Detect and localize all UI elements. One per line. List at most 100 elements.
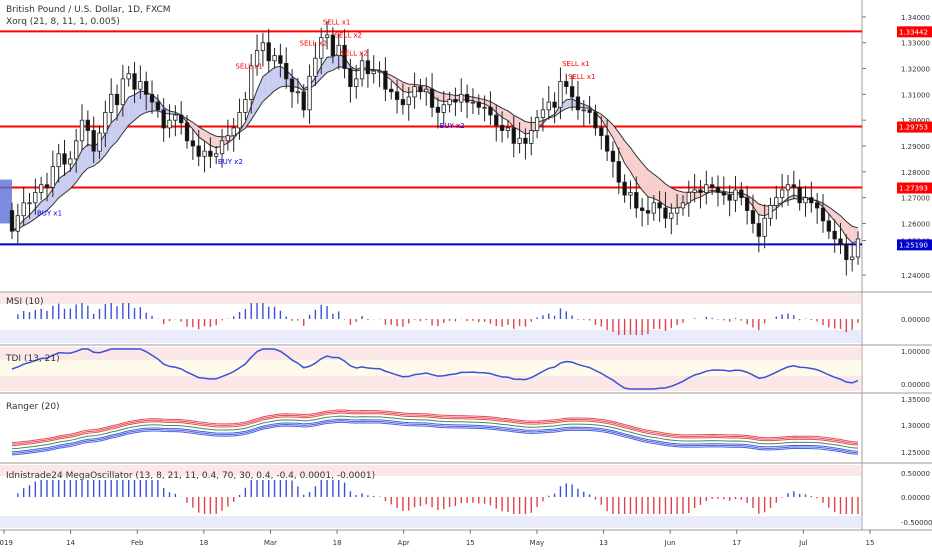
candle-body — [301, 91, 306, 111]
signal-label: SELL x1 — [323, 19, 351, 27]
price-tick-label: 1.27000 — [901, 195, 930, 203]
candle-body — [412, 86, 417, 98]
msi-oversold-band — [0, 330, 862, 343]
candle-body — [744, 197, 750, 211]
price-tick-label: 1.24000 — [901, 272, 930, 280]
candle-body — [803, 197, 808, 204]
candle-body — [622, 181, 627, 196]
candle-body — [342, 44, 347, 69]
candle-body — [680, 202, 686, 209]
candle-body — [383, 70, 388, 90]
price-tick-label: 1.29000 — [901, 143, 930, 151]
candle-body — [365, 60, 371, 75]
candle-body — [202, 150, 207, 157]
indicator-tick-label: 0.50000 — [901, 470, 930, 478]
xorq-cloud-segment — [58, 174, 65, 198]
candle-body — [709, 184, 715, 188]
candle-body — [237, 112, 242, 129]
signal-label: SELL x2 — [300, 39, 328, 47]
xorq-cloud-segment — [647, 169, 654, 199]
candle-body — [785, 184, 791, 191]
xorq-cloud-segment — [653, 174, 660, 202]
xorq-cloud-segment — [122, 97, 129, 133]
ranger-line — [11, 421, 859, 456]
xorq-cloud-segment — [822, 203, 829, 214]
candle-body — [377, 70, 382, 73]
candle-body — [529, 130, 534, 144]
candle-body — [219, 140, 225, 155]
candle-body — [651, 202, 656, 214]
time-tick-label: May — [530, 539, 544, 547]
xorq-cloud-segment — [262, 72, 269, 102]
candle-body — [855, 238, 861, 258]
candle-body — [184, 122, 190, 142]
level-price-label: 1.29753 — [899, 124, 928, 132]
candle-body — [704, 184, 709, 193]
candle-body — [639, 207, 645, 211]
time-tick-label: 13 — [599, 539, 608, 547]
candle-body — [599, 127, 604, 137]
level-price-label: 1.27393 — [899, 184, 928, 192]
signal-label: SELL x2 — [340, 50, 368, 58]
candle-body — [21, 202, 26, 217]
candle-body — [505, 127, 511, 131]
candle-body — [774, 197, 779, 206]
tdi-upper-band — [0, 347, 862, 360]
candle-body — [820, 207, 826, 222]
indicator-tick-label: 0.00000 — [901, 381, 930, 389]
candle-body — [359, 60, 365, 80]
signal-label: BUY x1 — [37, 210, 62, 218]
candle-body — [435, 106, 441, 113]
candle-body — [208, 150, 213, 157]
candle-body — [815, 202, 820, 209]
price-tick-label: 1.28000 — [901, 169, 930, 177]
candle-body — [161, 109, 166, 129]
candle-body — [173, 114, 178, 121]
time-tick-label: 2019 — [0, 539, 13, 547]
level-price-badge — [897, 26, 932, 38]
candle-body — [39, 184, 44, 193]
candle-body — [686, 192, 691, 204]
level-price-badge — [897, 121, 932, 133]
xorq-cloud-segment — [659, 178, 666, 207]
candle-body — [9, 210, 15, 232]
xorq-cloud-segment — [437, 91, 444, 102]
candle-body — [768, 204, 773, 219]
candle-body — [418, 86, 423, 93]
xorq-cloud-segment — [601, 114, 608, 129]
indicator-tick-label: -0.50000 — [901, 519, 932, 527]
price-tick-label: 1.26000 — [901, 220, 930, 228]
candle-body — [610, 150, 616, 162]
xorq-cloud-segment — [624, 140, 631, 172]
signal-label: SELL x2 — [335, 32, 363, 40]
candle-body — [476, 101, 481, 108]
xorq-cloud-segment — [257, 76, 263, 111]
candle-body — [114, 93, 120, 106]
xorq-cloud-segment — [64, 170, 71, 194]
xorq-cloud-segment — [846, 221, 853, 243]
candle-body — [715, 186, 721, 193]
candle-body — [727, 194, 732, 201]
xorq-cloud-segment — [187, 118, 193, 130]
time-tick-label: Feb — [131, 539, 144, 547]
price-tick-label: 1.30000 — [901, 117, 930, 125]
candle-body — [144, 81, 149, 95]
xorq-cloud-segment — [834, 211, 841, 228]
candle-body — [126, 73, 131, 80]
time-tick-label: 15 — [466, 539, 475, 547]
candle-body — [27, 202, 32, 205]
candle-body — [295, 91, 301, 94]
candle-body — [120, 78, 126, 106]
candle-body — [809, 197, 814, 204]
candle-body — [721, 192, 726, 196]
xorq-cloud-segment — [41, 197, 48, 215]
time-tick-label: 18 — [333, 539, 342, 547]
candle-body — [284, 62, 289, 80]
candle-body — [307, 75, 312, 111]
xorq-cloud-segment — [671, 187, 678, 209]
xorq-cloud-segment — [134, 91, 141, 121]
price-tick-label: 1.33000 — [901, 40, 930, 48]
candle-body — [155, 101, 161, 111]
xorq-cloud-segment — [507, 110, 514, 128]
